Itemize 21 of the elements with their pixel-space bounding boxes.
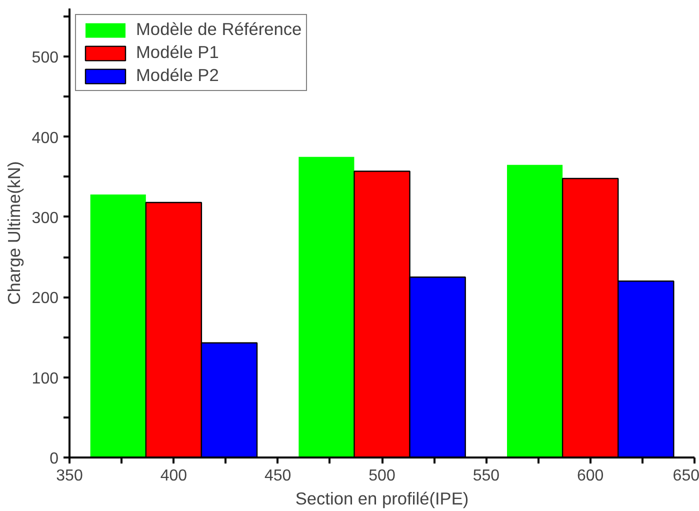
bar xyxy=(298,156,354,458)
legend-label: Modéle P1 xyxy=(136,42,219,63)
y-tick-label: 200 xyxy=(32,290,59,308)
x-tick-label: 500 xyxy=(368,468,396,484)
y-tick-label: 0 xyxy=(50,450,59,468)
y-tick-label: 500 xyxy=(32,50,59,67)
x-tick-label: 350 xyxy=(56,468,83,484)
x-tick-label: 400 xyxy=(160,468,188,484)
bar xyxy=(90,194,146,458)
x-tick-label: 650 xyxy=(672,468,699,484)
y-axis-title: Charge Ultime(kN) xyxy=(4,161,24,305)
x-axis-title: Section en profilé(IPE) xyxy=(295,488,469,508)
y-tick-label: 100 xyxy=(32,370,59,388)
x-tick-label: 550 xyxy=(472,468,500,484)
y-tick-label: 400 xyxy=(32,130,59,147)
legend-label: Modéle P2 xyxy=(136,65,219,86)
x-tick-label: 600 xyxy=(576,468,604,484)
x-tick-label: 450 xyxy=(264,468,292,484)
legend-label: Modèle de Référence xyxy=(136,19,302,40)
bar xyxy=(507,164,563,458)
y-tick-label: 300 xyxy=(32,210,59,227)
